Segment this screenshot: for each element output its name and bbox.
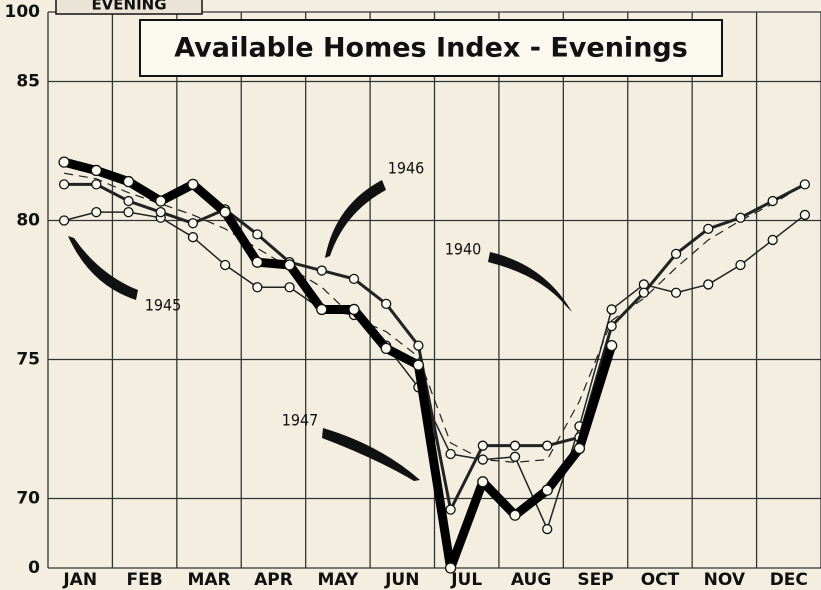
point [58, 179, 70, 190]
point [509, 509, 521, 521]
y-tick-label: 100 [5, 2, 41, 22]
point [509, 440, 521, 451]
point [251, 256, 264, 268]
point [541, 484, 553, 496]
x-tick-label: SEP [577, 570, 613, 590]
point [155, 195, 167, 207]
lines [58, 156, 811, 574]
x-tick-label: JUL [450, 570, 482, 590]
point [542, 523, 553, 535]
point [799, 179, 811, 190]
x-tick-label: MAR [187, 570, 230, 590]
point [767, 234, 778, 246]
x-tick-label: JUN [384, 570, 419, 590]
point [91, 179, 102, 190]
tag: EVENING [91, 0, 166, 14]
point [187, 178, 199, 191]
point [219, 206, 231, 218]
point [735, 212, 746, 223]
point [283, 259, 296, 271]
point [799, 209, 811, 221]
point [703, 223, 714, 234]
point [413, 340, 424, 351]
point [606, 304, 617, 315]
point [122, 175, 135, 188]
x-tick-label: MAY [317, 570, 358, 590]
point [444, 562, 457, 574]
point [412, 359, 425, 371]
arrow [488, 252, 572, 312]
point [252, 229, 263, 240]
title-box [139, 19, 723, 77]
point [767, 195, 778, 207]
point [638, 287, 650, 298]
point [380, 342, 392, 355]
point [187, 232, 199, 243]
point [509, 451, 521, 462]
point [123, 195, 134, 207]
point [91, 207, 102, 218]
point [58, 215, 70, 226]
point [670, 287, 682, 298]
x-tick-label: JAN [62, 570, 97, 590]
point [670, 248, 682, 260]
point [445, 448, 456, 460]
x-tick-label: DEC [770, 570, 808, 590]
series-line [62, 157, 616, 573]
y-tick-label: 85 [16, 72, 40, 92]
point [58, 156, 70, 168]
point [703, 279, 714, 290]
point [284, 282, 295, 293]
x-tick-label: FEB [127, 570, 163, 590]
annotation: 1945 [145, 296, 182, 315]
arrow [68, 236, 138, 300]
series-line [64, 172, 806, 463]
point [187, 218, 199, 229]
point [348, 273, 360, 285]
grid [47, 11, 821, 569]
point [605, 339, 618, 352]
point [606, 320, 617, 332]
point [316, 303, 328, 316]
x-tick-label: OCT [641, 570, 680, 590]
point [252, 282, 263, 293]
point [477, 440, 488, 451]
arrow [325, 180, 386, 258]
annotation: 1946 [388, 159, 425, 178]
y-tick-label: 80 [16, 211, 40, 231]
point [219, 259, 231, 271]
point [348, 303, 360, 316]
y-tick-label: 0 [28, 558, 40, 578]
x-tick-label: AUG [511, 570, 551, 590]
tag-box [55, 0, 203, 15]
point [381, 298, 392, 310]
arrow [322, 428, 420, 481]
x-tick-label: APR [254, 570, 293, 590]
x-tick-label: NOV [704, 570, 746, 590]
annotation-arrows [68, 180, 572, 481]
y-tick-label: 75 [16, 350, 40, 370]
point [542, 440, 553, 451]
point [477, 476, 489, 488]
point [735, 259, 746, 271]
point [155, 207, 166, 218]
annotation: 1947 [282, 411, 319, 430]
point [573, 442, 586, 455]
point [90, 164, 102, 177]
point [445, 504, 456, 515]
y-tick-label: 70 [16, 489, 40, 509]
chart-title: Available Homes Index - Evenings [174, 33, 688, 64]
point [316, 265, 327, 276]
series-line [64, 182, 806, 512]
annotation: 1940 [445, 240, 482, 259]
point [477, 454, 488, 465]
point [123, 207, 134, 218]
